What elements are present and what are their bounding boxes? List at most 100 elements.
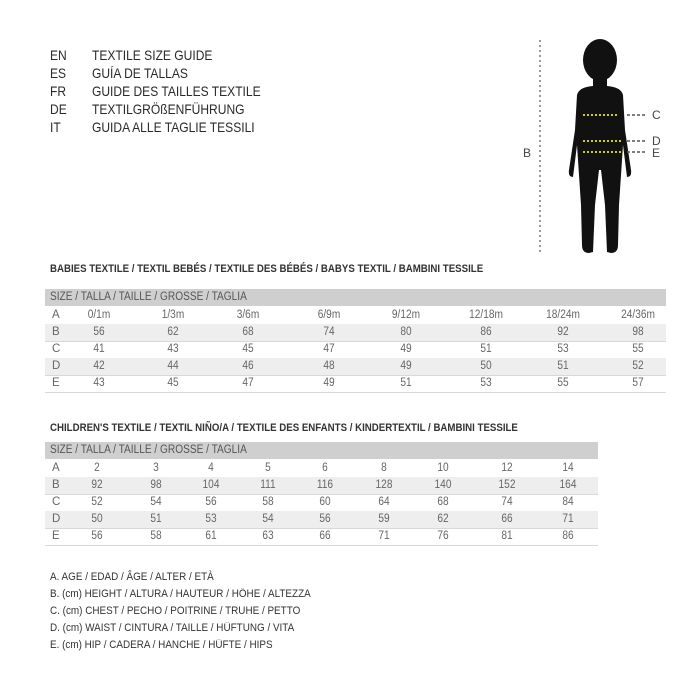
table-row: E 56 58 61 63 66 71 76 81 86	[45, 528, 598, 546]
table-cell: 2	[94, 462, 100, 474]
language-code: EN	[50, 47, 67, 63]
label-e: E	[652, 146, 661, 160]
child-silhouette-icon	[568, 39, 632, 253]
language-code: DE	[50, 101, 67, 117]
table-row: A 2 3 4 5 6 8 10 12 14	[45, 460, 598, 478]
table-cell: 57	[632, 377, 644, 389]
table-cell: 3/6m	[236, 309, 260, 321]
table-row: C 41 43 45 47 49 51 53 55	[45, 341, 666, 359]
table-cell: 56	[205, 496, 217, 508]
table-cell: 52	[91, 496, 103, 508]
table-cell: 81	[501, 530, 513, 542]
table-cell: 76	[437, 530, 449, 542]
row-label: A	[52, 462, 60, 474]
table-cell: 51	[480, 343, 492, 355]
table-cell: 48	[323, 360, 335, 372]
table-cell: 45	[167, 377, 179, 389]
table-row: E 43 45 47 49 51 53 55 57	[45, 375, 666, 393]
row-label: B	[52, 479, 60, 491]
table-cell: 44	[167, 360, 179, 372]
table-cell: 52	[632, 360, 644, 372]
table-header-text: SIZE / TALLA / TAILLE / GRÖSSE / TAGLIA	[50, 444, 247, 456]
row-label: B	[52, 326, 60, 338]
legend-item: A. AGE / EDAD / ÂGE / ALTER / ETÀ	[50, 571, 214, 583]
table-cell: 53	[557, 343, 569, 355]
legend-item: E. (cm) HIP / CADERA / HANCHE / HÜFTE / …	[50, 639, 273, 651]
table-cell: 152	[498, 479, 516, 491]
table-cell: 24/36m	[621, 309, 655, 321]
table-cell: 45	[242, 343, 254, 355]
table-cell: 12/18m	[469, 309, 503, 321]
table-cell: 62	[437, 513, 449, 525]
table-cell: 66	[319, 530, 331, 542]
language-title: GUIDE DES TAILLES TEXTILE	[92, 83, 261, 99]
table-cell: 4	[208, 462, 214, 474]
body-measurement-figure	[539, 39, 647, 255]
table-cell: 51	[400, 377, 412, 389]
table-cell: 49	[400, 360, 412, 372]
table-header-text: SIZE / TALLA / TAILLE / GRÖSSE / TAGLIA	[50, 291, 247, 303]
table-cell: 9/12m	[391, 309, 421, 321]
table-row: B 56 62 68 74 80 86 92 98	[45, 324, 666, 342]
table-cell: 50	[91, 513, 103, 525]
table-cell: 116	[316, 479, 334, 491]
table-cell: 6	[322, 462, 328, 474]
table-cell: 49	[323, 377, 335, 389]
table-cell: 50	[480, 360, 492, 372]
table-cell: 61	[205, 530, 217, 542]
row-label: E	[52, 377, 60, 389]
table-cell: 64	[378, 496, 390, 508]
table-cell: 62	[167, 326, 179, 338]
table-cell: 51	[150, 513, 162, 525]
table-cell: 80	[400, 326, 412, 338]
legend-item: D. (cm) WAIST / CINTURA / TAILLE / HÜFTU…	[50, 622, 295, 634]
row-label: A	[52, 309, 60, 321]
table-cell: 68	[437, 496, 449, 508]
table-cell: 54	[150, 496, 162, 508]
table-cell: 59	[378, 513, 390, 525]
table-cell: 71	[378, 530, 390, 542]
language-title: TEXTILGRÖßENFÜHRUNG	[92, 101, 245, 117]
label-c: C	[652, 108, 661, 122]
language-title: TEXTILE SIZE GUIDE	[92, 47, 213, 63]
table-cell: 53	[205, 513, 217, 525]
table-cell: 47	[323, 343, 335, 355]
table-cell: 47	[242, 377, 254, 389]
table-cell: 63	[262, 530, 274, 542]
legend-item: B. (cm) HEIGHT / ALTURA / HAUTEUR / HÖHE…	[50, 588, 311, 600]
table-cell: 58	[262, 496, 274, 508]
table-cell: 42	[93, 360, 105, 372]
table-cell: 10	[437, 462, 449, 474]
table-cell: 12	[501, 462, 513, 474]
table-cell: 5	[265, 462, 271, 474]
table-cell: 1/3m	[161, 309, 185, 321]
table-cell: 14	[562, 462, 574, 474]
table-cell: 74	[323, 326, 335, 338]
language-code: IT	[50, 119, 61, 135]
table-cell: 71	[562, 513, 574, 525]
table-row: A 0/1m 1/3m 3/6m 6/9m 9/12m 12/18m 18/24m 24/36m	[45, 307, 666, 325]
row-label: D	[52, 513, 61, 525]
table-cell: 66	[501, 513, 513, 525]
table-cell: 54	[262, 513, 274, 525]
table-cell: 43	[167, 343, 179, 355]
table-cell: 58	[150, 530, 162, 542]
children-table-title: CHILDREN'S TEXTILE / TEXTIL NIÑO/A / TEX…	[50, 422, 518, 434]
table-cell: 60	[319, 496, 331, 508]
table-cell: 51	[557, 360, 569, 372]
table-header: SIZE / TALLA / TAILLE / GRÖSSE / TAGLIA	[45, 442, 598, 459]
language-code: ES	[50, 65, 67, 81]
row-label: E	[52, 530, 60, 542]
table-cell: 140	[434, 479, 452, 491]
table-cell: 3	[153, 462, 159, 474]
table-row: D 50 51 53 54 56 59 62 66 71	[45, 511, 598, 529]
table-cell: 92	[91, 479, 103, 491]
row-label: C	[52, 496, 61, 508]
table-cell: 43	[93, 377, 105, 389]
table-cell: 56	[91, 530, 103, 542]
table-cell: 8	[381, 462, 387, 474]
table-cell: 41	[93, 343, 105, 355]
table-cell: 53	[480, 377, 492, 389]
table-cell: 92	[557, 326, 569, 338]
